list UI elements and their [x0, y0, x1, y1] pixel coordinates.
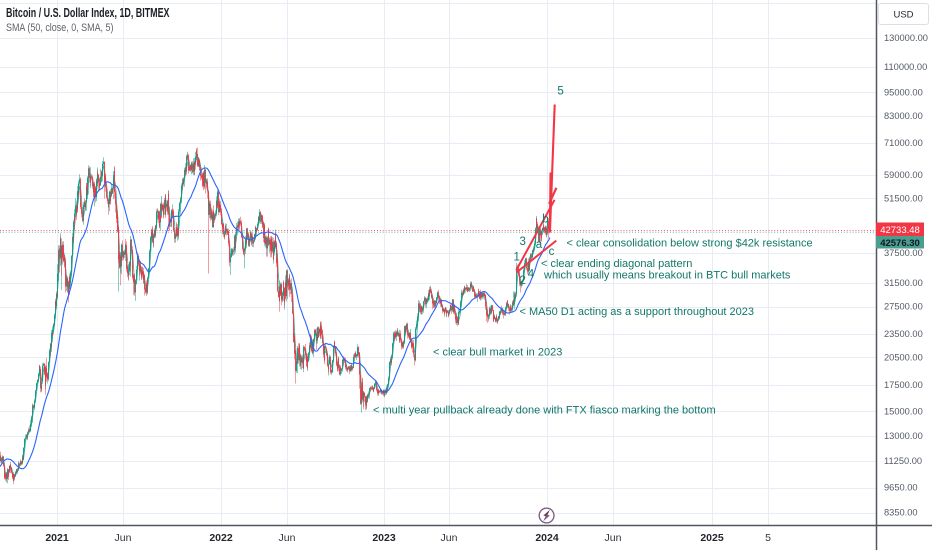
- svg-text:4: 4: [528, 268, 535, 280]
- svg-text:3: 3: [519, 236, 525, 248]
- svg-text:b: b: [542, 214, 548, 226]
- svg-text:83000.00: 83000.00: [884, 111, 923, 121]
- svg-text:130000.00: 130000.00: [884, 33, 928, 43]
- svg-text:SMA (50, close, 0, SMA, 5): SMA (50, close, 0, SMA, 5): [6, 22, 114, 34]
- svg-text:< clear consolidation below st: < clear consolidation below strong $42k …: [567, 238, 813, 250]
- svg-text:Bitcoin / U.S. Dollar Index, 1: Bitcoin / U.S. Dollar Index, 1D, BITMEX: [6, 6, 170, 20]
- svg-text:5: 5: [765, 532, 771, 544]
- svg-text:20500.00: 20500.00: [884, 352, 923, 362]
- svg-text:USD: USD: [893, 10, 913, 21]
- svg-text:9650.00: 9650.00: [884, 483, 918, 493]
- svg-text:42733.48: 42733.48: [880, 225, 920, 236]
- svg-text:42576.30: 42576.30: [880, 238, 920, 249]
- svg-text:13000.00: 13000.00: [884, 431, 923, 441]
- svg-text:2: 2: [519, 275, 525, 287]
- svg-text:2023: 2023: [372, 532, 396, 544]
- svg-text:Jun: Jun: [115, 532, 132, 544]
- svg-text:51500.00: 51500.00: [884, 193, 923, 203]
- svg-text:< multi year pullback already: < multi year pullback already done with …: [373, 405, 716, 417]
- svg-text:2021: 2021: [45, 532, 69, 544]
- svg-text:which usually means breakout i: which usually means breakout in BTC bull…: [543, 269, 791, 281]
- svg-text:59000.00: 59000.00: [884, 170, 923, 180]
- svg-text:Jun: Jun: [441, 532, 458, 544]
- svg-text:5: 5: [557, 86, 563, 98]
- svg-text:< clear ending diagonal patter: < clear ending diagonal pattern: [541, 258, 692, 270]
- svg-text:37500.00: 37500.00: [884, 248, 923, 258]
- svg-text:a: a: [536, 239, 543, 251]
- svg-text:17500.00: 17500.00: [884, 380, 923, 390]
- svg-text:23500.00: 23500.00: [884, 329, 923, 339]
- svg-text:< MA50 D1 acting as a support: < MA50 D1 acting as a support throughout…: [520, 306, 755, 318]
- svg-text:Jun: Jun: [605, 532, 622, 544]
- svg-text:< clear bull market in 2023: < clear bull market in 2023: [433, 347, 562, 359]
- svg-text:95000.00: 95000.00: [884, 87, 923, 97]
- svg-text:8350.00: 8350.00: [884, 508, 918, 518]
- svg-text:Jun: Jun: [279, 532, 296, 544]
- svg-text:15000.00: 15000.00: [884, 406, 923, 416]
- svg-text:2025: 2025: [700, 532, 724, 544]
- svg-text:110000.00: 110000.00: [884, 62, 927, 72]
- svg-text:1: 1: [513, 251, 519, 263]
- svg-text:31500.00: 31500.00: [884, 278, 923, 288]
- svg-text:c: c: [549, 246, 555, 258]
- svg-text:2024: 2024: [535, 532, 559, 544]
- svg-text:2022: 2022: [209, 532, 233, 544]
- svg-text:27500.00: 27500.00: [884, 302, 923, 312]
- svg-text:11250.00: 11250.00: [884, 456, 922, 466]
- svg-text:71000.00: 71000.00: [884, 138, 923, 148]
